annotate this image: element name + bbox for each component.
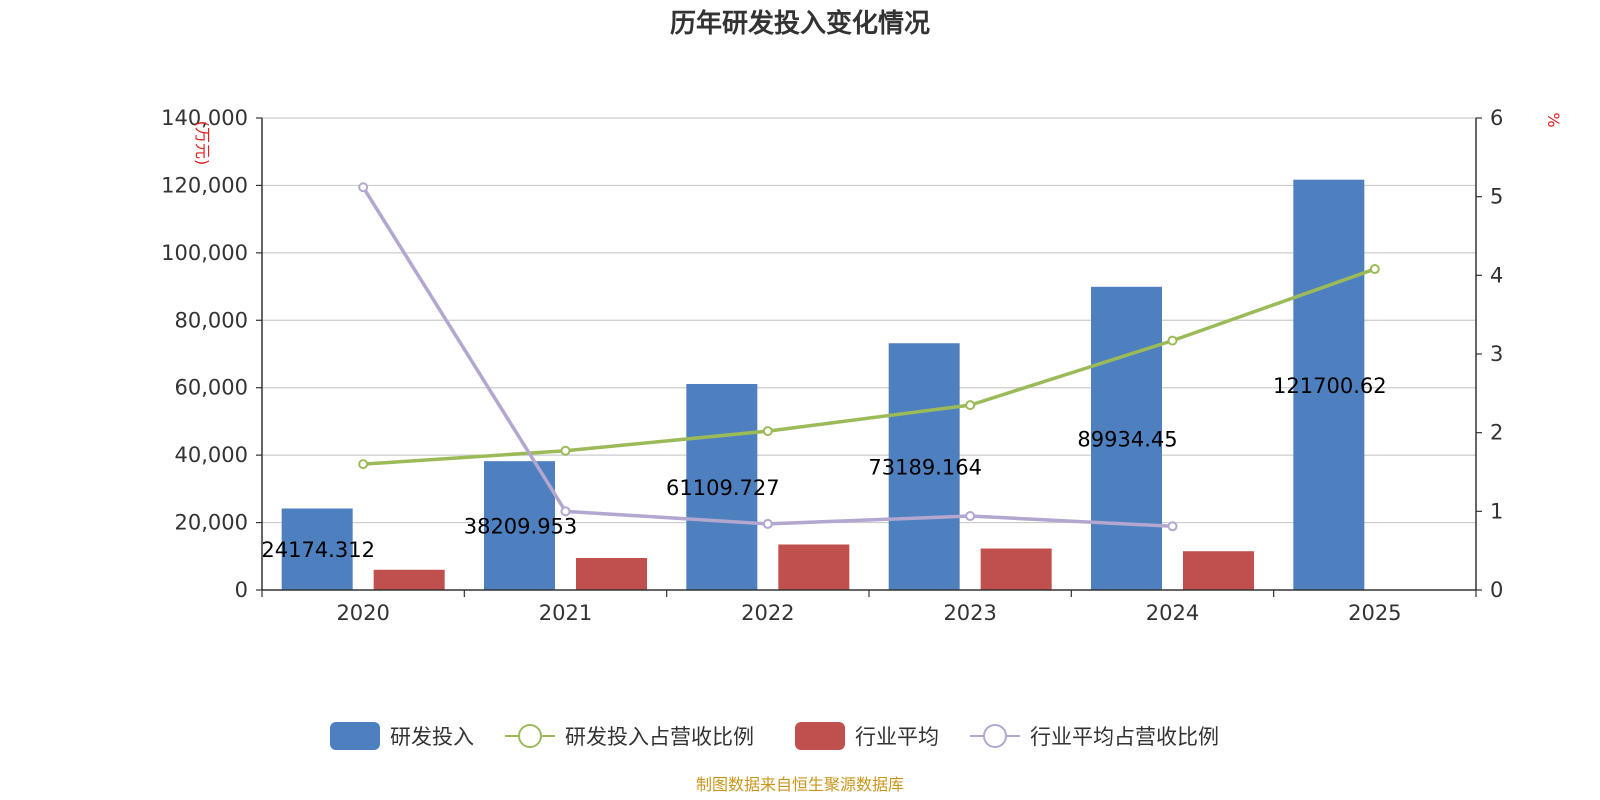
legend-marker: [518, 724, 542, 748]
left-axis-tick-label: 60,000: [175, 376, 248, 400]
source-note: 制图数据来自恒生聚源数据库: [696, 775, 904, 794]
line-point: [358, 182, 369, 193]
legend-item-0[interactable]: 研发投入: [330, 722, 474, 750]
left-axis-tick-label: 120,000: [161, 173, 248, 197]
line-point: [1369, 264, 1380, 275]
left-axis-tick-label: 100,000: [161, 241, 248, 265]
bar-1-2021: [576, 557, 647, 590]
x-axis-tick-label: 2023: [943, 601, 996, 625]
right-axis-tick-label: 2: [1490, 421, 1503, 445]
left-axis-tick-label: 80,000: [175, 308, 248, 332]
legend: 研发投入 研发投入占营收比例 行业平均 行业平均占营收比例: [330, 722, 1219, 750]
bar-data-label: 38209.953: [464, 515, 578, 539]
line-series-0: [363, 267, 1376, 466]
legend-marker: [983, 724, 1007, 748]
line-point: [1167, 521, 1178, 532]
x-axis-tick-label: 2022: [741, 601, 794, 625]
x-axis-tick-label: 2024: [1146, 601, 1199, 625]
line-point: [965, 511, 976, 522]
line-point: [965, 400, 976, 411]
left-axis-unit: (万元): [193, 121, 212, 166]
data-labels: 24174.312 38209.953 61109.727 73189.164 8993…: [261, 374, 1386, 562]
axes: 0 20,000 40,000 60,000 80,000 100,000 120,000 1…: [161, 106, 1503, 625]
bar-data-label: 73189.164: [868, 456, 982, 480]
grid-lines: [262, 117, 1476, 524]
bar-1-2024: [1183, 551, 1254, 590]
bar-0-2020: [281, 508, 353, 590]
bar-0-2023: [888, 343, 960, 590]
bar-0-2024: [1091, 286, 1162, 590]
right-axis-tick-label: 4: [1490, 263, 1503, 287]
lines: [358, 182, 1380, 532]
chart-title: 历年研发投入变化情况: [670, 8, 930, 39]
legend-label: 研发投入占营收比例: [565, 725, 754, 749]
bar-data-label: 121700.62: [1273, 374, 1387, 398]
x-axis-tick-label: 2025: [1348, 601, 1401, 625]
left-axis-tick-label: 0: [235, 578, 248, 602]
bar-1-2023: [980, 548, 1052, 590]
right-axis-unit: %: [1544, 112, 1563, 127]
right-axis-tick-label: 5: [1490, 185, 1503, 209]
line-point: [762, 518, 773, 529]
right-axis-tick-label: 1: [1490, 499, 1503, 523]
bar-1-2022: [778, 544, 850, 590]
legend-label: 行业平均: [855, 725, 939, 749]
left-axis-tick-label: 140,000: [161, 106, 248, 130]
legend-item-2[interactable]: 行业平均: [795, 722, 939, 750]
legend-label: 研发投入: [390, 725, 474, 749]
right-axis-tick-label: 3: [1490, 342, 1503, 366]
line-point: [1167, 335, 1178, 346]
bar-data-label: 24174.312: [261, 538, 375, 562]
line-point: [560, 445, 571, 456]
bar-0-2021: [484, 461, 555, 590]
right-axis-tick-label: 6: [1490, 106, 1503, 130]
line-point: [762, 426, 773, 437]
left-axis-tick-label: 40,000: [175, 443, 248, 467]
bar-1-2020: [373, 569, 445, 590]
x-axis-tick-label: 2020: [336, 601, 389, 625]
legend-item-1[interactable]: 研发投入占营收比例: [505, 724, 754, 749]
line-point: [358, 459, 369, 470]
bar-0-2025: [1293, 179, 1365, 590]
bar-0-2022: [686, 383, 758, 590]
legend-swatch: [795, 722, 845, 750]
line-point: [560, 506, 571, 517]
bars: [281, 179, 1365, 590]
bar-data-label: 61109.727: [666, 476, 780, 500]
bar-data-label: 89934.45: [1077, 427, 1177, 451]
x-axis-tick-label: 2021: [539, 601, 592, 625]
legend-label: 行业平均占营收比例: [1030, 725, 1219, 749]
right-axis-tick-label: 0: [1490, 578, 1503, 602]
left-axis-tick-label: 20,000: [175, 511, 248, 535]
legend-swatch: [330, 722, 380, 750]
legend-item-3[interactable]: 行业平均占营收比例: [970, 724, 1219, 749]
